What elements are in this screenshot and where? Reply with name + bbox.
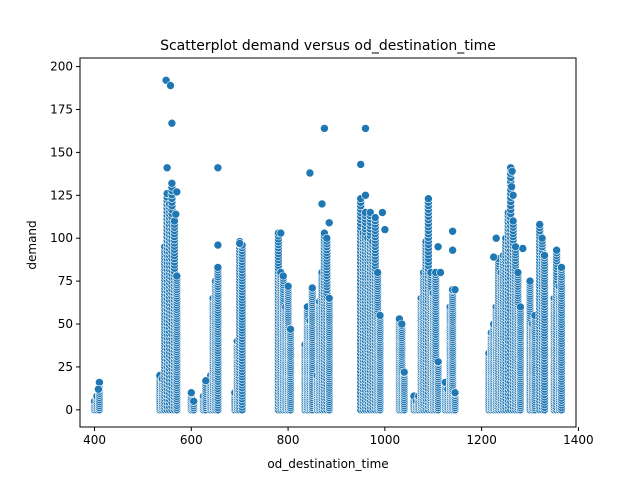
data-point xyxy=(286,324,295,334)
data-point xyxy=(450,285,460,295)
data-point xyxy=(213,240,223,250)
data-point xyxy=(305,168,315,178)
data-point xyxy=(537,233,547,243)
data-point xyxy=(378,208,387,217)
chart-title: Scatterplot demand versus od_destination… xyxy=(160,38,496,54)
x-tick-label: 1200 xyxy=(466,433,497,447)
data-point xyxy=(276,228,286,238)
data-point xyxy=(436,268,445,277)
y-tick-label: 150 xyxy=(50,145,73,159)
data-point xyxy=(508,216,518,226)
y-tick-label: 0 xyxy=(65,403,73,417)
data-point xyxy=(172,187,182,197)
data-points xyxy=(90,76,566,415)
data-point xyxy=(167,118,177,128)
data-point xyxy=(167,179,177,188)
data-point xyxy=(397,319,407,329)
data-point xyxy=(448,245,457,255)
data-point xyxy=(508,191,518,200)
y-tick-label: 25 xyxy=(58,360,73,374)
data-point xyxy=(552,245,561,255)
data-point xyxy=(557,263,566,272)
y-tick-label: 200 xyxy=(50,60,73,74)
data-point xyxy=(324,293,334,303)
data-point xyxy=(448,227,457,236)
data-point xyxy=(399,367,409,377)
data-point xyxy=(166,81,175,90)
data-point xyxy=(424,194,433,203)
y-tick-label: 125 xyxy=(50,188,73,202)
data-point xyxy=(213,163,223,173)
data-point xyxy=(171,209,181,219)
data-point xyxy=(322,233,332,243)
data-point xyxy=(507,167,517,176)
data-point xyxy=(450,388,460,398)
data-point xyxy=(307,283,317,293)
data-point xyxy=(235,239,244,248)
data-point xyxy=(370,213,380,222)
y-axis-label: demand xyxy=(25,220,39,269)
data-point xyxy=(489,252,499,262)
data-point xyxy=(491,233,501,243)
y-tick-label: 100 xyxy=(50,231,73,245)
data-point xyxy=(361,191,370,200)
data-point xyxy=(540,251,549,260)
data-point xyxy=(283,281,293,291)
data-point xyxy=(375,311,385,320)
x-tick-label: 1400 xyxy=(563,433,594,447)
data-point xyxy=(189,396,198,406)
data-point xyxy=(187,388,196,398)
data-point xyxy=(356,160,366,169)
data-point xyxy=(213,263,223,272)
data-point xyxy=(373,268,382,277)
y-tick-label: 50 xyxy=(58,317,73,331)
y-axis: 0 25 50 75 100 125 150 175 200 xyxy=(50,60,80,417)
x-tick-label: 400 xyxy=(83,433,106,447)
y-tick-label: 175 xyxy=(50,102,73,116)
data-point xyxy=(201,376,211,386)
data-point xyxy=(433,357,443,367)
data-point xyxy=(162,163,172,173)
data-point xyxy=(278,271,288,281)
x-axis: 400 600 800 1000 1200 1400 xyxy=(83,427,594,447)
data-point xyxy=(535,220,545,229)
data-point xyxy=(513,268,523,277)
data-point xyxy=(324,218,334,228)
data-point xyxy=(511,242,520,252)
x-tick-label: 800 xyxy=(277,433,300,447)
data-point xyxy=(516,302,525,312)
y-tick-label: 75 xyxy=(58,274,73,288)
x-tick-label: 1000 xyxy=(370,433,401,447)
x-axis-label: od_destination_time xyxy=(267,457,388,471)
data-point xyxy=(317,199,327,209)
data-point xyxy=(525,276,535,286)
data-point xyxy=(94,384,103,394)
data-point xyxy=(433,242,443,252)
data-point xyxy=(361,124,370,133)
data-point xyxy=(380,225,390,234)
data-point xyxy=(172,271,182,281)
data-point xyxy=(320,124,329,133)
data-point xyxy=(507,182,516,191)
x-tick-label: 600 xyxy=(180,433,203,447)
data-point xyxy=(518,244,528,253)
